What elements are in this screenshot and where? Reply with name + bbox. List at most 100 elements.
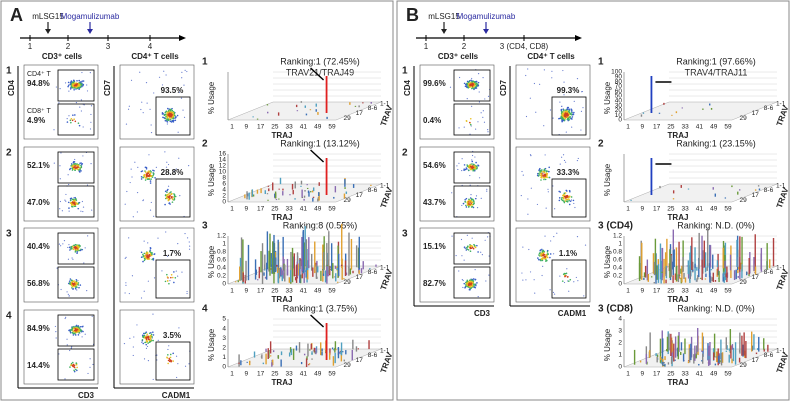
chart-label: 4 (202, 304, 208, 315)
flow-dot (168, 194, 170, 196)
flow-dot (145, 331, 148, 333)
flow-dot (474, 278, 477, 281)
flow-dot (167, 354, 169, 356)
z-tick-label: 8-6 (764, 352, 774, 359)
flow-dot (75, 281, 77, 284)
flow-dot (174, 119, 177, 122)
flow-dot (566, 106, 569, 109)
flow-dot (468, 198, 470, 201)
flow-dot (150, 331, 152, 334)
flow-dot (534, 292, 536, 294)
flow-dot (559, 117, 561, 120)
flow-dot (86, 90, 89, 92)
flow-dot (71, 280, 74, 283)
flow-dot (538, 172, 540, 175)
event-label: Mogamulizumab (457, 12, 516, 21)
flow-dot (542, 176, 545, 179)
flow-dot (168, 282, 170, 285)
flow-dot (72, 161, 75, 163)
flow-dot (80, 81, 82, 83)
y-axis-label: % Usage (603, 328, 612, 361)
flow-dot (535, 111, 537, 113)
z-tick-label: 29 (344, 362, 352, 369)
flow-dot (73, 244, 75, 247)
gate (57, 314, 95, 347)
flow-dot (80, 85, 83, 88)
timeline-label: 4 (148, 42, 153, 51)
flow-dot (69, 349, 71, 352)
flow-plot-frame (119, 64, 195, 140)
flow-dot (56, 267, 58, 269)
flow-dot (529, 154, 532, 156)
y-tick-label: 0.4 (613, 265, 622, 272)
event-label: mLSG15 (32, 12, 64, 21)
y-tick-label: 1 (222, 354, 226, 361)
flow-dot (561, 199, 564, 202)
chart-label: 2 (598, 139, 604, 150)
z-tick-label: 8-6 (368, 105, 378, 112)
flow-dot (153, 277, 156, 279)
flow-dot (463, 126, 465, 128)
flow-dot (470, 79, 472, 82)
flow-dot (129, 181, 131, 184)
flow-dot (70, 246, 72, 248)
y-axis-label: % Usage (207, 163, 216, 196)
flow-dot (173, 193, 175, 195)
flow-dot (568, 111, 571, 114)
flow-dot (471, 105, 473, 107)
flow-dot (569, 278, 572, 281)
flow-dot (543, 173, 545, 175)
flow-dot (545, 207, 547, 209)
flow-dot (149, 180, 152, 182)
flow-dot (468, 80, 471, 83)
gate (57, 69, 95, 102)
flow-dot (161, 113, 164, 115)
flow-dot (70, 279, 73, 282)
z-tick-label: 17 (752, 110, 760, 117)
flow-dot (174, 276, 177, 279)
x-tick-label: 49 (710, 288, 718, 295)
flow-dot (562, 115, 564, 118)
flow-dot (142, 342, 145, 345)
flow-dot (72, 283, 75, 286)
flow-dot (145, 82, 148, 84)
flow-dot (70, 281, 73, 284)
flow-dot (150, 201, 152, 204)
y-tick-label: 0 (222, 199, 226, 206)
panel-letter: B (406, 5, 419, 25)
flow-dot (75, 246, 78, 249)
flow-dot (149, 246, 152, 249)
flow-dot (465, 83, 467, 86)
flow-dot (74, 158, 76, 161)
flow-dot (575, 276, 577, 279)
gate (155, 178, 191, 218)
x-tick-label: 59 (328, 124, 336, 131)
flow-dot (136, 191, 139, 194)
x-tick-label: 59 (328, 206, 336, 213)
flow-dot (562, 111, 565, 113)
flow-dot (130, 168, 132, 170)
flow-dot (152, 339, 154, 342)
flow-dot (547, 253, 549, 255)
flow-dot (478, 91, 480, 93)
flow-dot (580, 129, 582, 131)
flow-dot (525, 115, 528, 118)
flow-dot (73, 88, 75, 91)
x-tick-label: 41 (300, 371, 308, 378)
flow-dot (478, 177, 481, 179)
flow-dot (552, 291, 555, 294)
gate-percent: 54.6% (423, 161, 446, 170)
flow-dot (75, 284, 77, 286)
flow-dot (55, 337, 57, 339)
gate-percent: 40.4% (27, 242, 50, 251)
flow-plot-frame (419, 227, 495, 303)
flow-dot (167, 185, 170, 187)
flow-plot-frame (23, 146, 99, 222)
flow-dot (67, 282, 70, 285)
flow-dot (536, 174, 539, 177)
flow-dot (145, 338, 148, 341)
flow-dot (147, 360, 150, 362)
flow-dot (148, 170, 150, 172)
flow-dot (89, 128, 92, 130)
flow-dot (563, 194, 566, 196)
